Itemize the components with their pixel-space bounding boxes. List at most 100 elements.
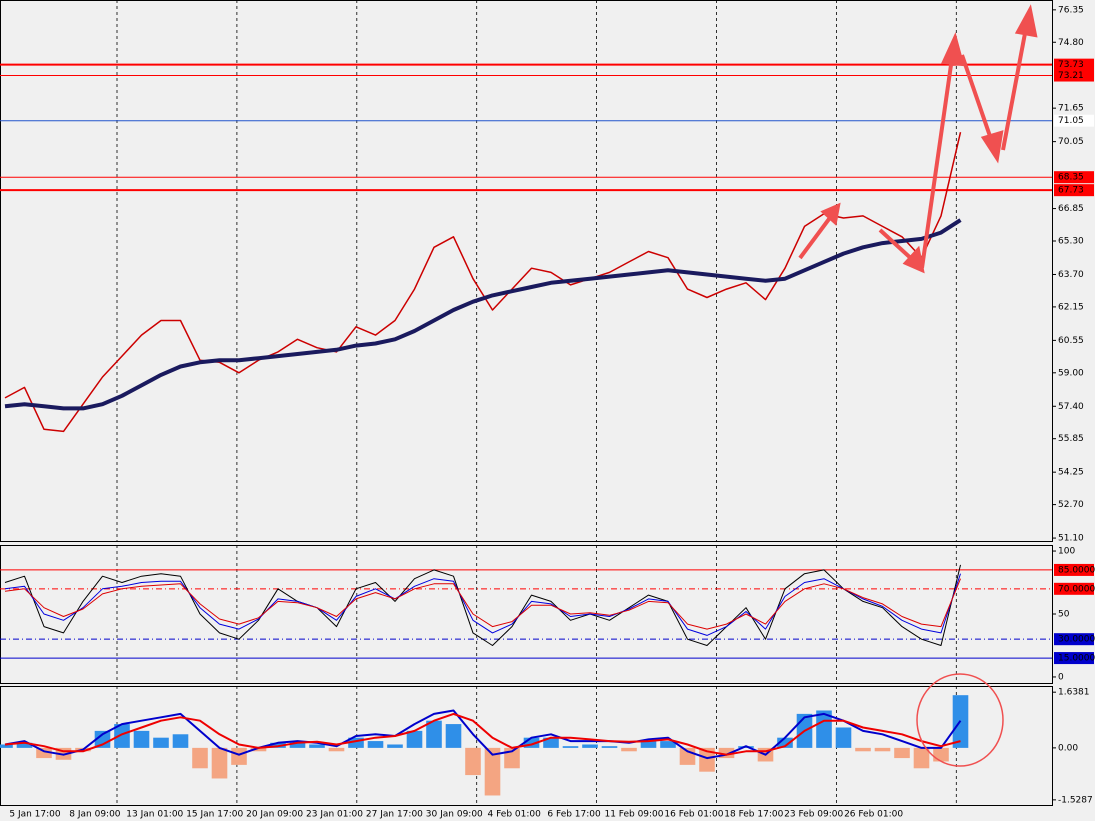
y-tick-label: 54.25	[1058, 468, 1084, 478]
level-label: 73.21	[1058, 71, 1084, 81]
arrow-head	[980, 130, 1004, 164]
histogram-bar	[640, 741, 657, 748]
histogram-bar	[114, 724, 130, 748]
level-label-bg	[1054, 69, 1094, 82]
x-tick-label: 23 Feb 09:00	[784, 810, 843, 820]
level-label: 68.35	[1058, 173, 1084, 183]
y-tick-label: 60.55	[1058, 336, 1084, 346]
y-tick-label: 62.15	[1058, 302, 1084, 312]
series-line	[4, 218, 962, 411]
x-tick-label: 26 Feb 01:00	[844, 810, 903, 820]
series-line	[4, 712, 961, 756]
y-tick-label: 52.70	[1058, 500, 1084, 510]
arrow	[960, 54, 994, 143]
x-tick-label: 23 Jan 01:00	[306, 810, 363, 820]
histogram-bar	[543, 737, 559, 748]
y-tick-label: 57.40	[1058, 402, 1084, 412]
x-tick-label: 6 Feb 17:00	[547, 810, 601, 820]
level-label-bg	[1054, 582, 1094, 595]
histogram-bar	[211, 747, 228, 779]
x-tick-label: 11 Feb 09:00	[604, 810, 663, 820]
y-tick-label: 100	[1058, 547, 1075, 557]
y-tick-label: 70.05	[1058, 137, 1084, 147]
x-tick-label: 27 Jan 17:00	[366, 810, 423, 820]
histogram-bar	[718, 747, 735, 759]
level-label-bg	[1054, 184, 1094, 197]
histogram-bar	[0, 744, 13, 748]
highlight-circle	[916, 673, 1004, 767]
histogram-bar	[231, 747, 247, 765]
histogram-bar	[562, 746, 579, 748]
y-tick-label: 76.35	[1058, 5, 1084, 15]
arrow-head	[941, 32, 965, 67]
histogram-bar	[289, 741, 306, 748]
histogram-bar	[933, 747, 949, 762]
level-label: 73.73	[1058, 60, 1084, 70]
histogram-bar	[387, 744, 403, 748]
x-tick-label: 30 Jan 09:00	[426, 810, 483, 820]
level-label: 70.0000	[1058, 584, 1095, 594]
level-label: 15.0000	[1058, 654, 1095, 664]
level-label: 85.0000	[1058, 565, 1095, 575]
x-tick-label: 4 Feb 01:00	[488, 810, 542, 820]
arrow-head	[902, 245, 925, 274]
level-label: 67.73	[1058, 186, 1084, 196]
x-tick-label: 18 Feb 17:00	[724, 810, 783, 820]
histogram-bar	[328, 747, 345, 752]
y-tick-label: 65.30	[1058, 237, 1084, 247]
y-tick-label: -1.5287	[1058, 795, 1093, 805]
x-tick-label: 8 Jan 09:00	[69, 810, 121, 820]
arrow	[920, 57, 954, 269]
histogram-bar	[16, 742, 33, 748]
level-label-bg	[1054, 171, 1094, 184]
x-tick-label: 15 Jan 17:00	[186, 810, 243, 820]
y-tick-label: 50	[1058, 610, 1070, 620]
x-tick-label: 20 Jan 09:00	[246, 810, 303, 820]
histogram-bar	[855, 747, 871, 752]
histogram-bar	[913, 747, 930, 769]
histogram-bar	[523, 737, 540, 748]
y-tick-label: 1.6381	[1058, 688, 1090, 698]
annotations	[798, 4, 1038, 767]
x-tick-label: 5 Jan 17:00	[9, 810, 61, 820]
histogram-bar	[172, 734, 189, 748]
histogram-bar	[894, 747, 910, 759]
y-tick-label: 71.65	[1058, 104, 1084, 114]
series-line	[4, 578, 961, 630]
histogram-bar	[465, 747, 481, 776]
level-label-bg	[1054, 563, 1094, 576]
histogram-bar	[699, 747, 715, 772]
histogram-bar	[367, 741, 384, 748]
y-tick-label: 0	[1058, 672, 1064, 682]
series-line	[4, 132, 962, 433]
series-line	[4, 709, 962, 760]
series-line	[4, 564, 961, 646]
histogram-bar	[874, 747, 891, 752]
y-tick-label: 55.85	[1058, 434, 1084, 444]
histogram-bar	[445, 724, 462, 748]
histogram-bar	[406, 730, 423, 748]
histogram-bar	[36, 747, 52, 759]
histogram-bar	[582, 744, 598, 748]
level-label: 71.05	[1058, 116, 1084, 126]
histogram-bar	[348, 737, 364, 748]
y-tick-label: 63.70	[1058, 270, 1084, 280]
histogram-bar	[309, 744, 325, 748]
level-label-bg	[1054, 58, 1094, 71]
arrow-head	[820, 202, 841, 226]
level-label: 30.0000	[1058, 635, 1095, 645]
level-label-bg	[1054, 652, 1094, 665]
y-tick-label: 0.00	[1058, 743, 1078, 753]
y-tick-label: 51.10	[1058, 534, 1084, 544]
panel-frame	[0, 0, 1053, 542]
histogram-bar	[777, 737, 793, 748]
histogram-bar	[660, 741, 676, 748]
level-label-bg	[1054, 114, 1094, 127]
arrow-head	[1014, 4, 1038, 38]
histogram-bar	[133, 730, 150, 748]
x-tick-label: 13 Jan 01:00	[126, 810, 183, 820]
histogram-bar	[601, 746, 618, 748]
